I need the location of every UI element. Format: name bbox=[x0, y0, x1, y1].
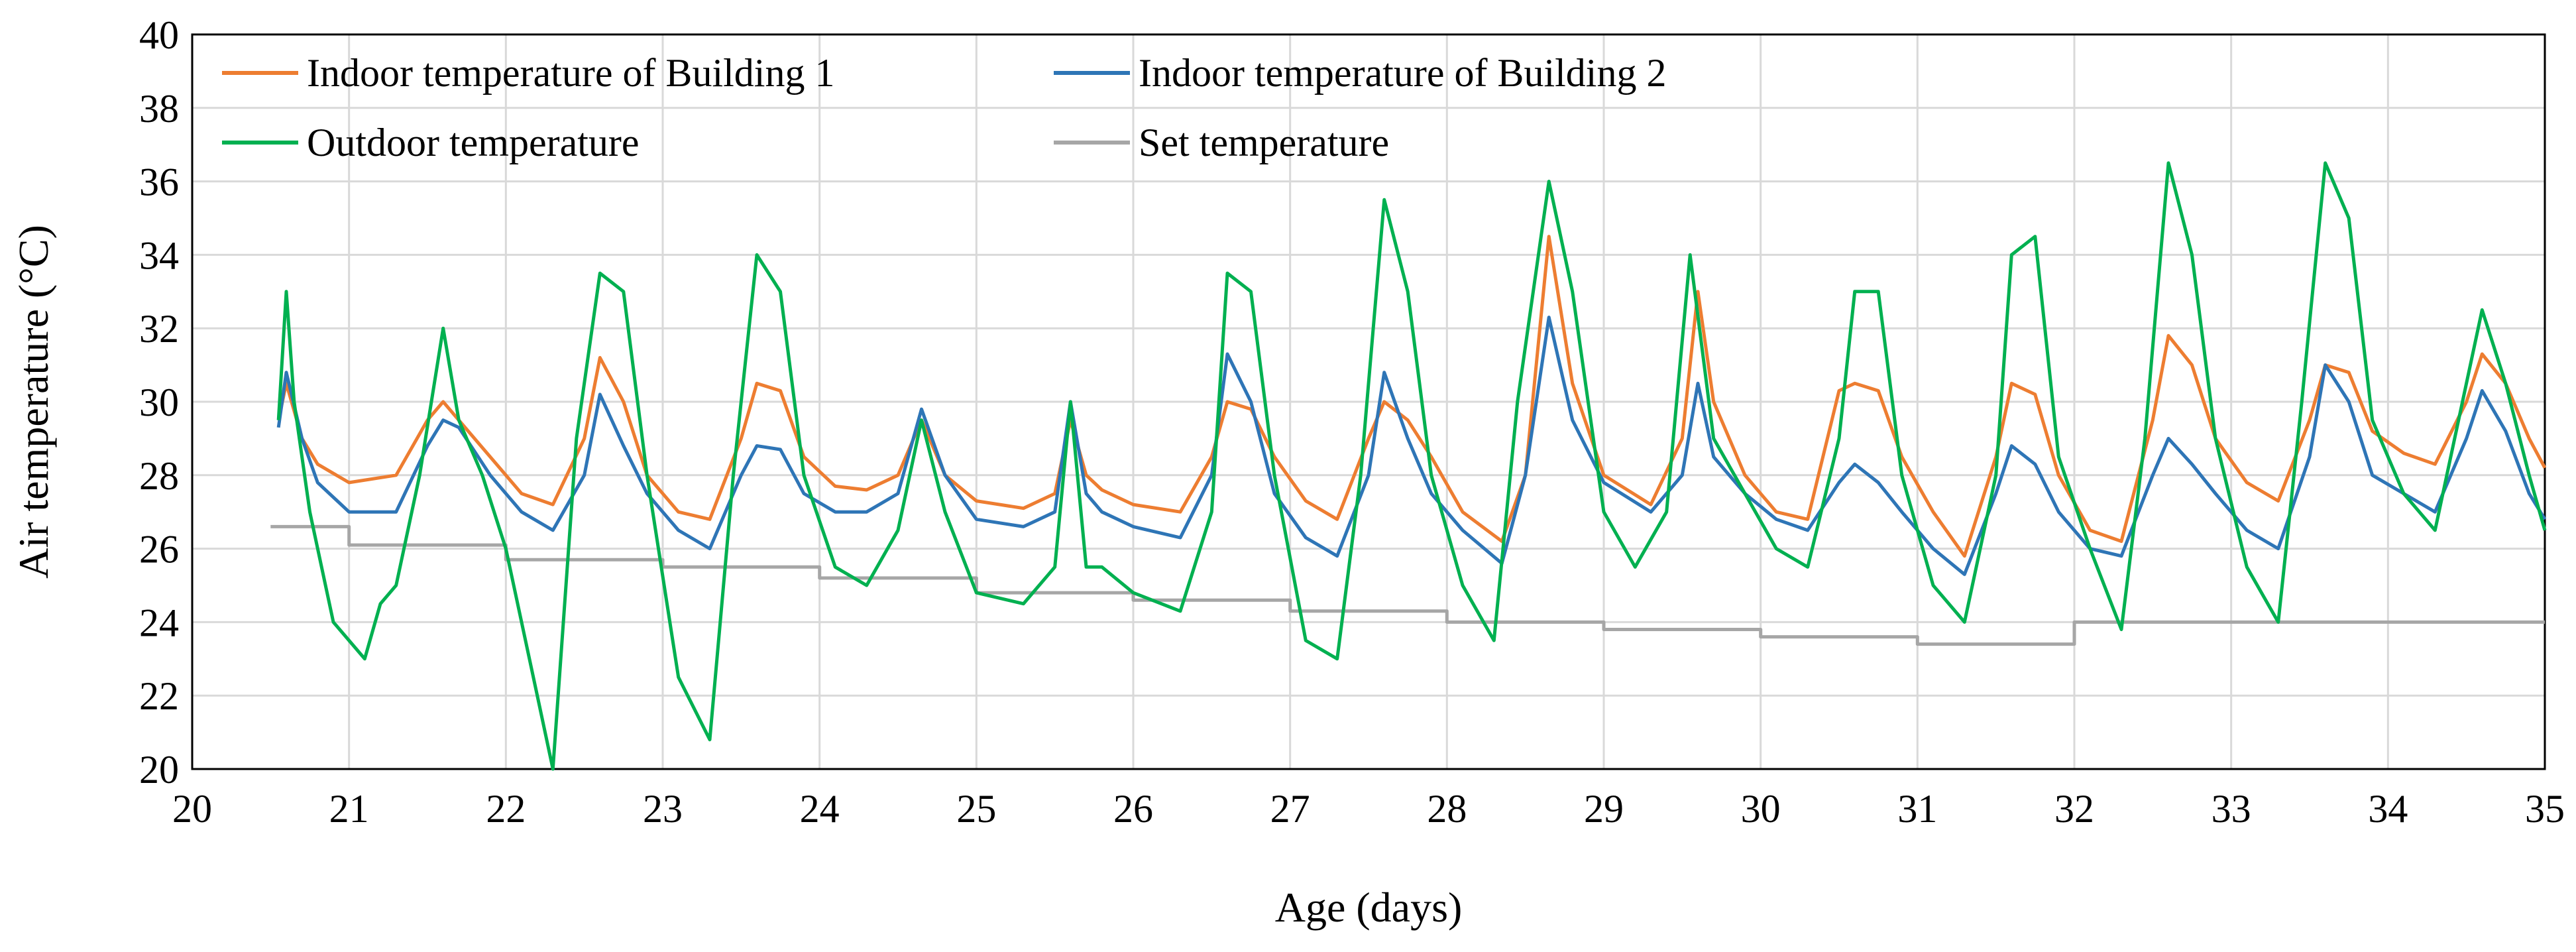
x-tick-label: 29 bbox=[1584, 787, 1624, 831]
x-tick-label: 20 bbox=[172, 787, 212, 831]
y-tick-label: 34 bbox=[139, 233, 179, 277]
y-tick-label: 38 bbox=[139, 87, 179, 131]
legend-label: Indoor temperature of Building 1 bbox=[307, 51, 834, 95]
x-tick-label: 23 bbox=[643, 787, 683, 831]
y-tick-label: 22 bbox=[139, 674, 179, 718]
y-tick-label: 32 bbox=[139, 307, 179, 351]
x-tick-label: 34 bbox=[2368, 787, 2408, 831]
x-tick-label: 21 bbox=[329, 787, 369, 831]
y-tick-label: 26 bbox=[139, 528, 179, 571]
x-tick-label: 31 bbox=[1897, 787, 1937, 831]
legend-label: Indoor temperature of Building 2 bbox=[1139, 51, 1666, 95]
x-axis-ticks: 20 21 22 23 24 25 26 27 28 29 30 31 32 33 34 35 bbox=[172, 787, 2565, 831]
series-layer bbox=[270, 161, 2547, 771]
plot-area-frame bbox=[191, 33, 2546, 770]
x-tick-label: 26 bbox=[1113, 787, 1153, 831]
legend: Indoor temperature of Building 1 Indoor t… bbox=[222, 51, 1666, 164]
legend-label: Outdoor temperature bbox=[307, 121, 639, 164]
x-axis-title: Age (days) bbox=[1275, 884, 1463, 931]
x-tick-label: 27 bbox=[1270, 787, 1310, 831]
x-tick-label: 25 bbox=[956, 787, 996, 831]
y-tick-label: 24 bbox=[139, 601, 179, 644]
y-tick-label: 36 bbox=[139, 160, 179, 204]
x-tick-label: 32 bbox=[2054, 787, 2094, 831]
series-line-outdoor-temperature bbox=[276, 161, 2547, 771]
y-tick-label: 20 bbox=[139, 748, 179, 792]
y-tick-label: 28 bbox=[139, 454, 179, 498]
legend-label: Set temperature bbox=[1139, 121, 1389, 164]
x-tick-label: 30 bbox=[1741, 787, 1781, 831]
x-tick-label: 28 bbox=[1427, 787, 1467, 831]
y-tick-label: 40 bbox=[139, 13, 179, 57]
x-tick-label: 33 bbox=[2212, 787, 2251, 831]
y-axis-title: Air temperature (°C) bbox=[10, 225, 57, 579]
x-tick-label: 35 bbox=[2525, 787, 2565, 831]
y-tick-label: 30 bbox=[139, 381, 179, 424]
series-line-indoor-temperature-of-building-1 bbox=[276, 235, 2547, 558]
series-line-indoor-temperature-of-building-2 bbox=[276, 316, 2547, 576]
y-axis-ticks: 20 22 24 26 28 30 32 34 36 38 40 bbox=[139, 13, 179, 792]
x-tick-label: 22 bbox=[486, 787, 526, 831]
series-line-set-temperature bbox=[270, 524, 2545, 646]
x-tick-label: 24 bbox=[800, 787, 840, 831]
